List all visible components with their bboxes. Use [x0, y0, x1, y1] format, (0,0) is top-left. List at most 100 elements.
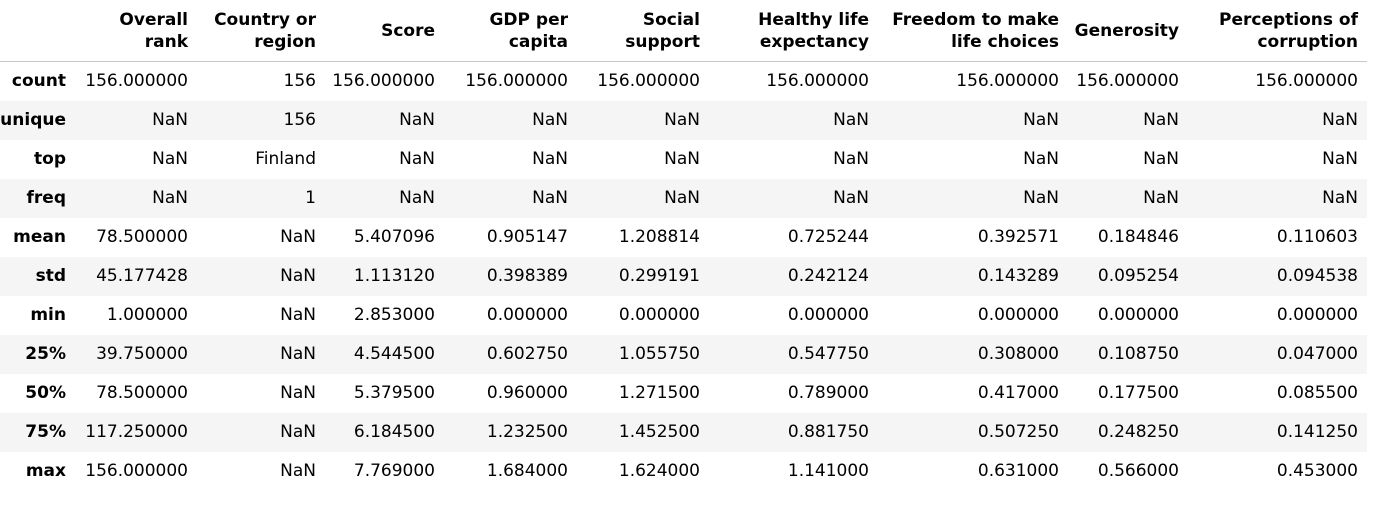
table-cell: 0.184846: [1097, 227, 1179, 247]
row-label: top: [34, 149, 66, 169]
table-cell: 1.624000: [618, 461, 700, 481]
table-cell: 0.000000: [486, 305, 568, 325]
table-cell: NaN: [1023, 188, 1059, 208]
table-cell: NaN: [1322, 188, 1358, 208]
row-label: std: [35, 266, 66, 286]
table-cell: NaN: [399, 110, 435, 130]
table-cell: NaN: [152, 188, 188, 208]
table-cell: 117.250000: [85, 422, 188, 442]
table-cell: NaN: [152, 149, 188, 169]
column-header: Social support: [577, 0, 709, 62]
table-cell: 156.000000: [766, 71, 869, 92]
table-row: min 1.000000 NaN 2.853000 0.000000 0.000000 0.…: [0, 295, 1367, 335]
table-cell: NaN: [1322, 110, 1358, 130]
table-cell: 0.000000: [1276, 305, 1358, 325]
table-row: count 156.000000 156 156.000000 156.000000 15…: [0, 61, 1367, 101]
table-cell: 0.398389: [486, 266, 568, 286]
table-cell: NaN: [280, 422, 316, 442]
table-cell: NaN: [280, 305, 316, 325]
table-cell: 0.000000: [977, 305, 1059, 325]
table-cell: 156.000000: [1255, 71, 1358, 92]
table-cell: 0.566000: [1097, 461, 1179, 481]
table-cell: 0.547750: [787, 344, 869, 364]
table-cell: 1.000000: [106, 305, 188, 325]
table-row: std 45.177428 NaN 1.113120 0.398389 0.299191 0…: [0, 256, 1367, 296]
table-cell: NaN: [1023, 149, 1059, 169]
table-cell: NaN: [1322, 149, 1358, 169]
table-cell: 2.853000: [353, 305, 435, 325]
column-header: Country or region: [197, 0, 325, 62]
table-cell: 0.085500: [1276, 383, 1358, 403]
table-cell: 156.000000: [465, 71, 568, 92]
table-cell: 156.000000: [85, 461, 188, 481]
table-cell: NaN: [833, 188, 869, 208]
table-row: 75% 117.250000 NaN 6.184500 1.232500 1.452500…: [0, 412, 1367, 452]
column-header: GDP per capita: [444, 0, 577, 62]
table-cell: 5.379500: [353, 383, 435, 403]
table-cell: 156: [283, 71, 316, 92]
table-cell: NaN: [532, 149, 568, 169]
table-cell: 7.769000: [353, 461, 435, 481]
table-row: freq NaN 1 NaN NaN NaN NaN NaN NaN NaN: [0, 178, 1367, 218]
table-cell: NaN: [532, 110, 568, 130]
column-header: Freedom to make life choices: [878, 0, 1068, 62]
header-row: Overall rank Country or region Score GDP pe…: [0, 0, 1367, 62]
table-cell: 156.000000: [332, 71, 435, 92]
table-cell: 1: [305, 188, 316, 208]
table-cell: 156.000000: [85, 71, 188, 92]
column-header: Generosity: [1068, 0, 1188, 62]
table-cell: Finland: [255, 149, 316, 169]
row-label: max: [25, 461, 66, 481]
table-cell: 156.000000: [597, 71, 700, 92]
row-label: mean: [13, 227, 66, 247]
table-cell: 1.232500: [486, 422, 568, 442]
table-cell: 0.248250: [1097, 422, 1179, 442]
table-cell: 1.208814: [618, 227, 700, 247]
table-cell: 0.392571: [977, 227, 1059, 247]
table-cell: 1.271500: [618, 383, 700, 403]
row-label: unique: [0, 110, 66, 130]
table-cell: 0.000000: [1097, 305, 1179, 325]
table-cell: NaN: [280, 227, 316, 247]
table-cell: 0.177500: [1097, 383, 1179, 403]
table-cell: NaN: [280, 383, 316, 403]
table-cell: NaN: [280, 344, 316, 364]
table-cell: 0.095254: [1097, 266, 1179, 286]
table-cell: 0.602750: [486, 344, 568, 364]
table-cell: 0.141250: [1276, 422, 1358, 442]
row-label: count: [11, 71, 66, 92]
table-cell: 0.143289: [977, 266, 1059, 286]
table-cell: 1.055750: [618, 344, 700, 364]
table-row: unique NaN 156 NaN NaN NaN NaN NaN NaN NaN: [0, 100, 1367, 140]
table-cell: NaN: [532, 188, 568, 208]
table-cell: 0.960000: [486, 383, 568, 403]
describe-table: Overall rank Country or region Score GDP pe…: [0, 0, 1367, 491]
table-cell: NaN: [280, 266, 316, 286]
table-cell: NaN: [152, 110, 188, 130]
table-cell: 1.684000: [486, 461, 568, 481]
table-cell: 1.452500: [618, 422, 700, 442]
row-label: freq: [26, 188, 66, 208]
column-header: Healthy life expectancy: [709, 0, 878, 62]
table-cell: 0.507250: [977, 422, 1059, 442]
table-cell: 0.000000: [618, 305, 700, 325]
table-cell: 0.631000: [977, 461, 1059, 481]
table-cell: 0.047000: [1276, 344, 1358, 364]
table-cell: 6.184500: [353, 422, 435, 442]
table-cell: 45.177428: [96, 266, 188, 286]
table-cell: 0.881750: [787, 422, 869, 442]
table-cell: 0.417000: [977, 383, 1059, 403]
table-row: max 156.000000 NaN 7.769000 1.684000 1.624000…: [0, 451, 1367, 491]
table-cell: 5.407096: [353, 227, 435, 247]
table-body: count 156.000000 156 156.000000 156.000000 15…: [0, 61, 1367, 491]
row-label: 25%: [25, 344, 66, 364]
index-header: [0, 0, 75, 62]
table-cell: NaN: [1143, 149, 1179, 169]
table-cell: 0.000000: [787, 305, 869, 325]
table-cell: NaN: [280, 461, 316, 481]
table-cell: 156.000000: [956, 71, 1059, 92]
table-cell: 0.299191: [618, 266, 700, 286]
table-cell: 1.113120: [353, 266, 435, 286]
table-cell: 156.000000: [1076, 71, 1179, 92]
table-cell: NaN: [1023, 110, 1059, 130]
